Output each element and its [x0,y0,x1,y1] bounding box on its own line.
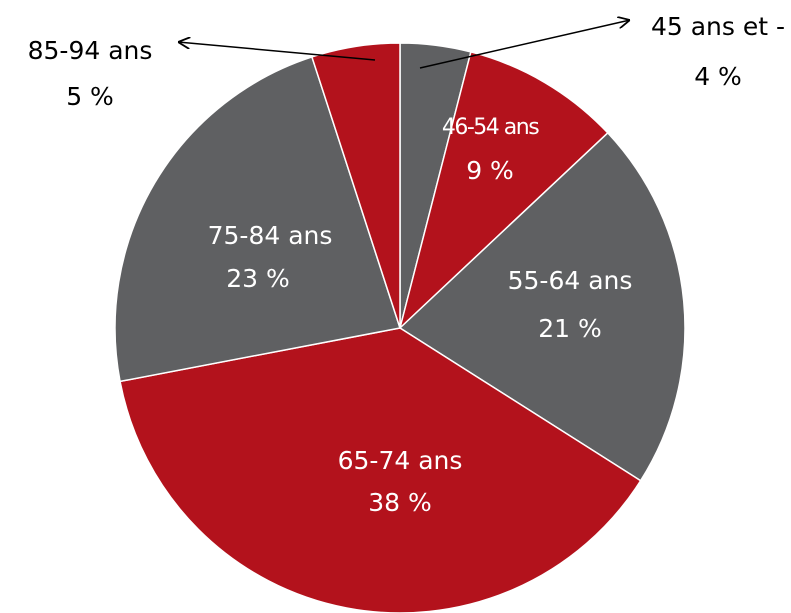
slice-value-label: 4 % [694,62,742,91]
slice-value-label: 21 % [538,314,602,343]
pie-slice [310,42,401,329]
slice-value-label: 9 % [466,156,514,185]
leader-arrow [419,20,630,69]
slice-label: 46-54 ans [442,115,539,140]
pie-slice [119,327,642,613]
pie-slice [114,56,401,383]
slice-label: 65-74 ans [338,446,463,475]
slice-label: 85-94 ans [28,36,153,65]
slice-label: 45 ans et - [651,12,785,41]
labels: 45 ans et - 4 % 46-54 ans 9 % 55-64 ans 21 % 6… [28,12,785,517]
slice-value-label: 23 % [226,264,290,293]
pie-slice [398,131,686,482]
slice-value-label: 5 % [66,82,114,111]
slice-label: 75-84 ans [208,221,333,250]
pie [114,42,686,613]
slice-label: 55-64 ans [508,266,633,295]
slice-value-label: 38 % [368,488,432,517]
leader-arrow [178,42,376,61]
